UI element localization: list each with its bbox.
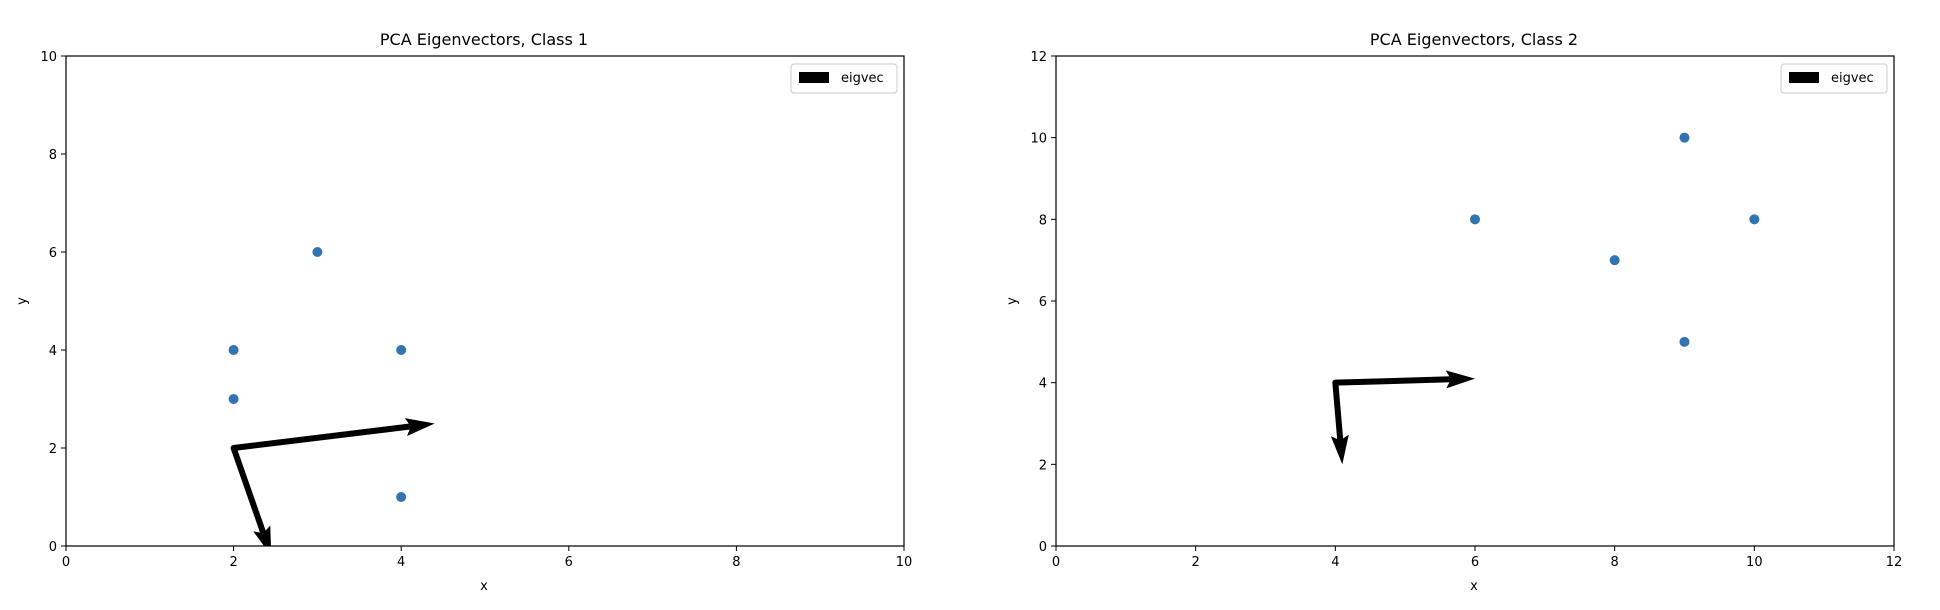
x-tick-label: 10 [1746,555,1763,570]
legend-box [1780,63,1888,94]
chart-title: PCA Eigenvectors, Class 1 [380,30,588,49]
y-tick-label: 6 [49,246,57,261]
x-tick-label: 2 [1192,555,1200,570]
data-point [1749,214,1760,225]
x-tick-label: 0 [62,555,70,570]
data-point [1679,336,1690,347]
x-tick-label: 8 [732,555,740,570]
y-axis-label: y [15,297,30,305]
y-tick-label: 10 [40,50,57,65]
data-point [1470,214,1480,225]
y-tick-label: 8 [1039,213,1047,228]
x-tick-label: 6 [565,555,573,570]
eigenvector-arrow [230,447,267,535]
legend-label: eigvec [1831,71,1874,86]
x-tick-label: 8 [1611,555,1619,570]
x-tick-label: 4 [397,555,405,570]
eigenvector-group [230,418,435,546]
y-axis-label: y [1005,297,1020,305]
data-point [396,492,407,502]
eigenvector-group [1330,370,1475,465]
chart-class-2: PCA Eigenvectors, Class 2 x y 0 2 4 6 8 10 120… [1005,30,1902,594]
x-axis-label: x [1470,579,1478,594]
y-tick-label: 4 [1039,377,1047,392]
plot-frame [65,55,905,547]
eigenvector-arrow [1332,382,1344,441]
y-tick-label: 2 [49,442,57,457]
eigenvector-arrowhead [253,525,271,546]
legend-box [790,63,898,94]
eigenvector-arrow [233,423,412,451]
data-point [396,345,407,355]
x-tick-label: 6 [1471,555,1479,570]
y-tick-label: 4 [49,344,57,359]
y-tick-label: 0 [49,540,57,555]
data-point [1609,255,1620,266]
eigenvector-origin [230,445,237,451]
legend-swatch [1789,72,1819,83]
legend: eigvec [1780,63,1888,94]
y-tick-label: 8 [49,148,57,163]
eigenvector-arrowhead [1445,370,1475,389]
y-tick-label: 6 [1039,295,1047,310]
y-tick-label: 10 [1030,132,1047,147]
plot-area: 0 2 4 6 8 10 0 2 4 6 8 10 [40,50,912,570]
data-point [228,345,239,355]
legend-swatch [799,72,829,83]
chart-title: PCA Eigenvectors, Class 2 [1370,30,1578,49]
x-axis-label: x [480,579,488,594]
y-tick-label: 12 [1030,50,1047,65]
x-tick-label: 10 [896,555,913,570]
data-point [228,394,239,404]
plot-area: 0 2 4 6 8 10 12 0 2 4 6 8 10 12 [1030,50,1902,570]
eigenvector-arrow [1335,376,1452,386]
chart-class-1: PCA Eigenvectors, Class 1 x y 0 2 4 6 8 10 0 2 4… [15,30,912,594]
data-point [312,247,323,257]
x-tick-label: 12 [1886,555,1903,570]
y-tick-label: 0 [1039,540,1047,555]
x-tick-label: 2 [229,555,237,570]
plot-frame [1055,55,1895,547]
legend: eigvec [790,63,898,94]
eigenvector-arrowhead [1330,434,1349,465]
x-tick-label: 0 [1052,555,1060,570]
x-tick-label: 4 [1331,555,1339,570]
y-tick-label: 2 [1039,458,1047,473]
eigenvector-origin [1332,379,1339,386]
legend-label: eigvec [841,71,884,86]
eigenvector-arrowhead [404,418,435,436]
data-point [1679,132,1690,143]
